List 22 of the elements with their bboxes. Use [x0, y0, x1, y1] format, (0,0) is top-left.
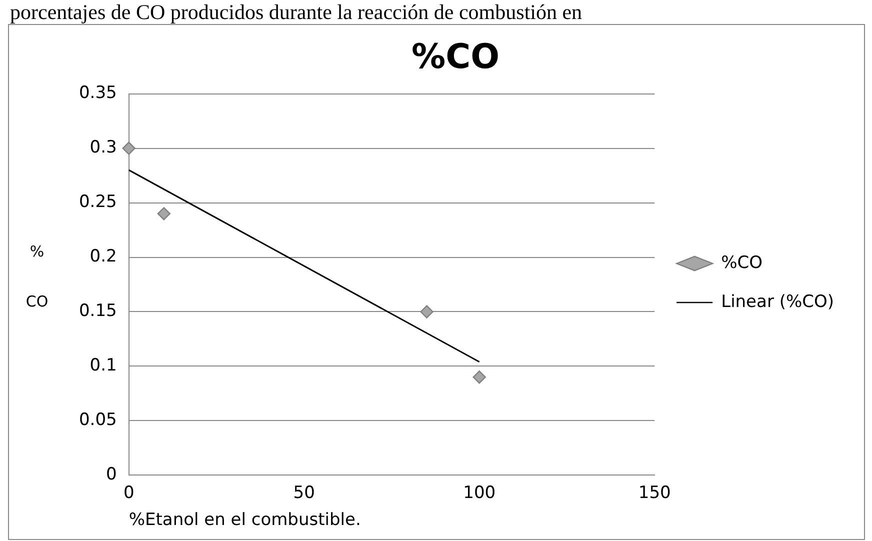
- y-tick-label: 0.15: [78, 301, 117, 322]
- x-tick-label: 50: [293, 482, 315, 503]
- x-axis-title: %Etanol en el combustible.: [128, 510, 361, 530]
- x-tick-label: 0: [123, 482, 134, 503]
- point: [122, 142, 136, 155]
- y-tick-label: 0: [106, 464, 117, 485]
- y-tick-label: 0.05: [78, 410, 117, 430]
- y-tick-label: 0.25: [78, 192, 117, 212]
- y-tick-label: 0.2: [90, 246, 117, 267]
- text: % CO: [26, 242, 48, 310]
- chart-title: %CO: [412, 37, 500, 78]
- y-tick-label: 0.3: [90, 138, 117, 158]
- legend-label: Linear (%CO): [721, 292, 834, 312]
- x-tick-label: 100: [463, 482, 496, 503]
- point: [420, 305, 434, 318]
- point: [157, 207, 170, 220]
- y-tick-label: 0.35: [78, 83, 117, 104]
- point: [472, 370, 486, 384]
- x-tick-label: 150: [638, 482, 671, 503]
- y-tick-label: 0.1: [90, 356, 117, 376]
- legend-label: %CO: [721, 252, 762, 273]
- text: porcentajes de CO producidos durante la reacción de combustión en: [9, 0, 584, 24]
